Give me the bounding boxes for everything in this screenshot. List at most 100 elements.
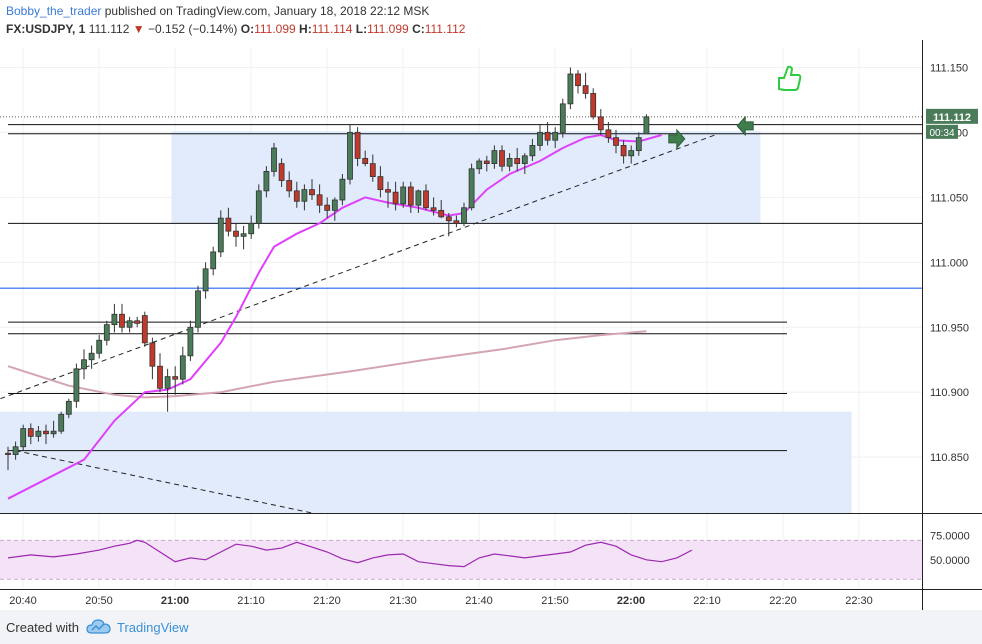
time-tick-label: 22:20 [769,595,797,607]
candle-body [119,313,125,328]
last-price: 111.112 [88,22,130,36]
candle-body [103,324,110,341]
rsi-band [0,540,922,580]
candle-body [278,163,285,181]
rsi-tick-label: 75.0000 [930,530,970,542]
candle-body [582,85,589,94]
price-tick-label: 111.050 [930,192,968,204]
candle-body [233,230,239,237]
rsi-tick-label: 50.0000 [930,555,970,567]
candle-body [590,93,597,118]
candle-body [559,103,566,133]
candle-body [461,207,467,224]
candle-body [126,320,133,328]
candle-body [476,160,483,170]
price-tick-label: 110.900 [930,387,969,399]
candle-body [347,132,353,180]
candle-body [407,186,414,206]
dashed-trendline [0,134,715,400]
time-tick-label: 21:10 [237,595,265,607]
price-tick-label: 111.150 [930,62,968,74]
author-link[interactable]: Bobby_the_trader [6,4,102,18]
candle-body [468,168,475,209]
candle-body [172,376,179,380]
candle-body [499,150,505,167]
thumbs-up-icon [778,65,802,91]
time-tick-label: 20:50 [85,595,113,607]
price-chart[interactable]: 111.150111.100111.050111.000110.950110.9… [0,40,982,610]
candle-body [567,73,574,105]
candle-body [149,342,156,367]
published-text: published on TradingView.com, January 18… [104,4,430,18]
candle-body [575,73,581,87]
last-price-tag [926,108,978,124]
candle-body [354,132,361,159]
candle-body [506,158,513,167]
candle-body [491,150,498,165]
high-value: 111.114 [311,22,353,36]
candle-body [301,189,308,202]
countdown-tag-text: 00:34 [929,128,954,139]
candle-body [415,190,422,206]
candle-body [96,339,103,354]
candle-body [643,116,650,135]
candle-body [202,268,209,292]
candle-body [210,251,217,270]
candle-body [430,207,437,211]
candle-body [5,452,11,455]
candle-body [81,359,87,370]
left-arrow-icon [736,115,754,137]
open-label: O: [240,22,255,36]
candle-body [134,320,141,324]
candle-body [12,446,19,455]
candle-body [392,191,399,205]
symbol-label: FX:USDJPY, 1 [6,22,86,36]
low-label: L: [355,22,368,36]
candle-body [50,430,57,435]
high-label: H: [299,22,312,36]
candle-body [65,400,72,415]
candle-body [309,189,315,196]
change-value: −0.152 (−0.14%) [148,22,238,36]
close-value: 111.112 [424,22,466,36]
price-tick-label: 110.850 [930,452,969,464]
time-tick-label: 21:50 [541,595,569,607]
symbol-line: FX:USDJPY, 1 111.112 ▼ −0.152 (−0.14%) O… [6,22,465,36]
candle-body [263,170,270,192]
candle-body [552,132,559,141]
price-tick-label: 111.000 [930,257,968,269]
candle-body [179,355,186,380]
candle-body [529,145,536,157]
down-arrow-icon: ▼ [132,22,145,36]
candle-body [537,132,543,146]
candle-body [27,428,34,437]
candle-body [324,204,331,211]
candle-body [339,178,346,201]
candle-body [157,365,163,389]
candle-body [613,137,619,146]
candles [5,67,650,471]
low-value: 111.099 [367,22,409,36]
candle-body [377,176,384,190]
candle-body [362,158,369,165]
candle-body [73,368,80,402]
candle-body [271,147,277,172]
price-tick-label: 110.950 [930,322,969,334]
footer: Created with TradingView [0,610,982,644]
candle-body [385,189,391,193]
candle-body [605,129,612,139]
candle-body [316,194,323,206]
candle-body [293,190,300,202]
created-with-label: Created with [6,620,79,635]
candle-body [20,428,27,448]
candle-body [331,199,338,211]
open-value: 111.099 [254,22,296,36]
last-price-tag-text: 111.112 [933,112,971,124]
rsi-pane [0,539,922,580]
tradingview-link[interactable]: TradingView [117,620,189,635]
candle-body [286,180,293,192]
time-tick-label: 22:10 [693,595,721,607]
dashed-trendline [15,450,313,514]
candle-body [217,217,224,253]
chart-header: Bobby_the_trader published on TradingVie… [0,0,982,40]
